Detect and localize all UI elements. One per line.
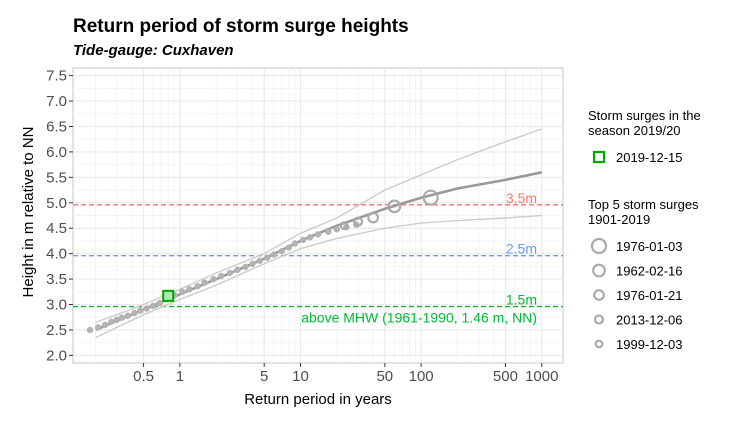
mhw-annotation: above MHW (1961-1990, 1.46 m, NN) xyxy=(301,310,537,326)
legend-current-label: 2019-12-15 xyxy=(616,150,683,165)
data-point xyxy=(226,269,234,277)
data-point xyxy=(270,251,277,258)
legend-top5-1976-01-03-marker xyxy=(590,237,608,255)
data-point xyxy=(86,326,94,334)
data-point xyxy=(101,321,109,329)
x-tick-label: 5 xyxy=(260,368,268,385)
top5-1976-01-03-point xyxy=(422,189,439,206)
data-point xyxy=(210,275,217,283)
data-point xyxy=(263,254,271,261)
y-tick-label: 5.0 xyxy=(46,195,67,212)
current-surge-point xyxy=(162,289,175,302)
top5-1999-12-03-point xyxy=(339,221,349,231)
legend-top5-1976-01-03-label: 1976-01-03 xyxy=(616,239,683,254)
legend-top5-1962-02-16-label: 1962-02-16 xyxy=(616,264,683,279)
data-point xyxy=(249,260,256,268)
data-point xyxy=(124,312,132,319)
data-point xyxy=(94,324,102,331)
y-tick-label: 7.0 xyxy=(46,93,67,110)
x-tick-label: 0.5 xyxy=(133,368,154,385)
data-point xyxy=(299,236,307,244)
data-point xyxy=(179,288,186,296)
y-tick-label: 2.5 xyxy=(46,322,67,339)
data-point xyxy=(306,234,314,241)
chart-subtitle: Tide-gauge: Cuxhaven xyxy=(73,42,234,59)
chart-title: Return period of storm surge heights xyxy=(73,16,409,37)
y-tick-label: 4.0 xyxy=(46,246,67,263)
legend-top5-1999-12-03-label: 1999-12-03 xyxy=(616,337,683,352)
y-tick-label: 3.0 xyxy=(46,297,67,314)
data-point xyxy=(256,257,264,265)
ci-lower-line xyxy=(95,214,542,339)
data-point xyxy=(201,279,208,286)
y-axis-label: Height in m relative to NN xyxy=(20,127,37,298)
x-tick-label: 1000 xyxy=(525,368,558,385)
x-axis-label: Return period in years xyxy=(244,391,392,408)
x-tick-label: 500 xyxy=(493,368,518,385)
top5-2013-12-06-point xyxy=(352,216,364,227)
data-point xyxy=(194,282,201,290)
data-point xyxy=(333,225,341,233)
top5-1962-02-16-point xyxy=(387,199,402,214)
x-tick-label: 10 xyxy=(292,368,309,385)
data-point xyxy=(118,314,126,321)
legend: Storm surges in the season 2019/20 2019-12… xyxy=(588,108,701,352)
top5-1976-01-21-point xyxy=(367,211,380,224)
data-point xyxy=(137,307,144,314)
data-point xyxy=(325,228,332,236)
legend-top5-title: Top 5 storm surges 1901-2019 xyxy=(588,197,699,227)
data-point xyxy=(278,247,286,255)
legend-top5-1962-02-16-marker xyxy=(592,263,606,278)
data-point xyxy=(143,305,150,312)
y-tick-label: 5.5 xyxy=(46,169,67,186)
x-tick-label: 1 xyxy=(176,368,184,385)
y-tick-label: 6.0 xyxy=(46,144,67,161)
y-tick-label: 4.5 xyxy=(46,220,67,237)
data-point xyxy=(186,286,193,293)
ref-line-3-5m-label: 3.5m xyxy=(506,190,537,206)
data-point xyxy=(291,240,299,247)
data-point xyxy=(131,309,138,317)
legend-current-marker xyxy=(592,150,606,164)
y-tick-label: 6.5 xyxy=(46,118,67,135)
legend-top5-1976-01-21-label: 1976-01-21 xyxy=(616,288,683,303)
y-tick-label: 2.0 xyxy=(46,347,67,364)
ci-upper-line xyxy=(95,128,543,323)
data-point xyxy=(285,244,293,251)
data-point xyxy=(314,231,322,238)
legend-top5-2013-12-06-marker xyxy=(593,314,605,325)
legend-top5-2013-12-06-label: 2013-12-06 xyxy=(616,313,683,328)
y-tick-label: 7.5 xyxy=(46,68,67,85)
legend-top5-1976-01-21-marker xyxy=(593,289,605,301)
ref-line-1-5m-label: 1.5m xyxy=(506,292,537,308)
y-tick-label: 3.5 xyxy=(46,271,67,288)
plot-area: 0.5 1 5 10 50 100 500 1000 2.0 2.5 3.0 3.5 4.0 4.5 5.0… xyxy=(46,67,564,385)
x-tick-label: 50 xyxy=(376,368,393,385)
ref-line-2-5m-label: 2.5m xyxy=(506,241,537,257)
legend-current-title: Storm surges in the season 2019/20 xyxy=(588,108,701,138)
data-point xyxy=(234,266,241,274)
data-point xyxy=(242,263,249,271)
data-point xyxy=(149,302,157,310)
legend-top5-1999-12-03-marker xyxy=(594,339,604,349)
data-point xyxy=(217,272,225,280)
data-point xyxy=(156,299,163,307)
x-tick-label: 100 xyxy=(409,368,434,385)
data-point xyxy=(108,318,115,326)
